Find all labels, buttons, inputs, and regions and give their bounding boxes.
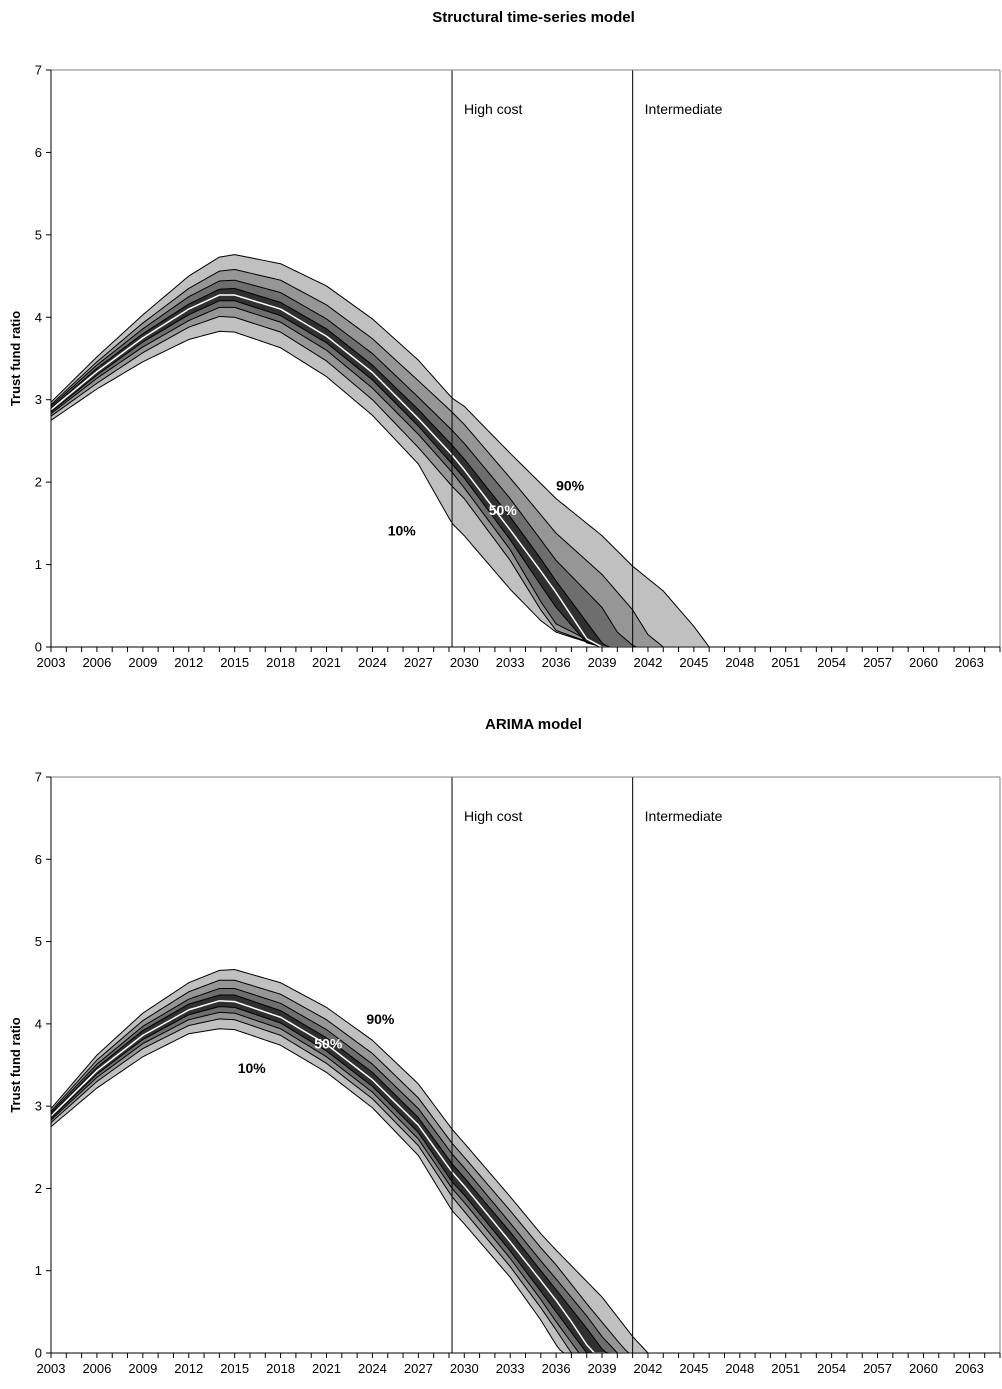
y-axis-title: Trust fund ratio: [8, 1017, 23, 1112]
x-tick-label: 2009: [128, 1361, 157, 1376]
x-tick-label: 2033: [496, 1361, 525, 1376]
x-tick-label: 2063: [955, 655, 984, 670]
fan-band-50%-65%: [51, 995, 1000, 1353]
y-tick-label: 7: [35, 770, 42, 785]
y-tick-label: 1: [35, 1263, 42, 1278]
x-tick-label: 2063: [955, 1361, 984, 1376]
y-axis-title: Trust fund ratio: [8, 311, 23, 406]
x-tick-label: 2039: [588, 1361, 617, 1376]
x-tick-label: 2060: [909, 655, 938, 670]
y-tick-label: 6: [35, 852, 42, 867]
x-tick-label: 2045: [679, 1361, 708, 1376]
band-label-90pct: 90%: [366, 1011, 395, 1027]
y-tick-label: 0: [35, 1346, 42, 1361]
median-line: [50, 1000, 1000, 1354]
x-tick-label: 2042: [633, 1361, 662, 1376]
fan-band-25%-35%: [51, 1006, 1000, 1353]
y-tick-label: 2: [35, 475, 42, 490]
band-label-10pct: 10%: [238, 1060, 267, 1076]
x-tick-label: 2048: [725, 1361, 754, 1376]
x-tick-label: 2006: [82, 1361, 111, 1376]
x-tick-label: 2036: [542, 1361, 571, 1376]
x-tick-label: 2018: [266, 655, 295, 670]
x-tick-label: 2033: [496, 655, 525, 670]
x-tick-label: 2009: [128, 655, 157, 670]
band-label-50pct: 50%: [314, 1036, 343, 1052]
x-tick-label: 2048: [725, 655, 754, 670]
x-tick-label: 2030: [450, 1361, 479, 1376]
x-tick-label: 2027: [404, 655, 433, 670]
chart-panel-arima: ARIMA model Trust fund ratio High cost Inte…: [8, 716, 1001, 1376]
x-tick-label: 2015: [220, 655, 249, 670]
vline-label-intermediate: Intermediate: [645, 101, 723, 117]
x-tick-label: 2054: [817, 1361, 846, 1376]
y-tick-label: 3: [35, 1099, 42, 1114]
x-tick-label: 2030: [450, 655, 479, 670]
x-tick-label: 2054: [817, 655, 846, 670]
chart-panel-structural: Structural time-series model Trust fund r…: [8, 9, 1001, 670]
y-tick-label: 2: [35, 1181, 42, 1196]
vline-label-high-cost: High cost: [464, 808, 522, 824]
band-label-90pct: 90%: [556, 477, 585, 493]
x-tick-label: 2051: [771, 1361, 800, 1376]
x-tick-label: 2024: [358, 655, 387, 670]
y-tick-label: 4: [35, 310, 42, 325]
y-tick-label: 1: [35, 557, 42, 572]
x-tick-label: 2057: [863, 655, 892, 670]
vline-label-high-cost: High cost: [464, 101, 522, 117]
x-tick-label: 2012: [174, 1361, 203, 1376]
x-tick-label: 2015: [220, 1361, 249, 1376]
x-tick-label: 2039: [588, 655, 617, 670]
x-tick-label: 2045: [679, 655, 708, 670]
y-tick-label: 5: [35, 227, 42, 242]
fan-band-5%-15%: [51, 1018, 1000, 1353]
x-tick-label: 2027: [404, 1361, 433, 1376]
chart-title: Structural time-series model: [432, 9, 635, 26]
fan-band-15%-25%: [51, 1012, 1000, 1353]
fan-band-35%-50%: [51, 1000, 1000, 1353]
x-tick-label: 2051: [771, 655, 800, 670]
y-tick-label: 0: [35, 640, 42, 655]
x-tick-label: 2036: [542, 655, 571, 670]
x-tick-label: 2003: [37, 655, 66, 670]
x-tick-label: 2024: [358, 1361, 387, 1376]
fan-bands: [51, 254, 1000, 647]
vline-label-intermediate: Intermediate: [645, 808, 723, 824]
y-tick-label: 4: [35, 1016, 42, 1031]
percentile-line-25pct: [50, 1011, 1000, 1354]
x-tick-label: 2042: [633, 655, 662, 670]
y-tick-label: 6: [35, 145, 42, 160]
x-tick-label: 2057: [863, 1361, 892, 1376]
y-tick-label: 5: [35, 934, 42, 949]
chart-title: ARIMA model: [485, 716, 582, 733]
fan-band-15%-25%: [51, 307, 1000, 647]
band-label-10pct: 10%: [388, 523, 417, 539]
y-tick-label: 3: [35, 392, 42, 407]
y-tick-label: 7: [35, 63, 42, 78]
fan-bands: [51, 969, 1000, 1353]
x-tick-label: 2060: [909, 1361, 938, 1376]
band-label-50pct: 50%: [489, 502, 518, 518]
x-tick-label: 2006: [82, 655, 111, 670]
percentile-line-35pct: [50, 1006, 1000, 1354]
x-tick-label: 2021: [312, 655, 341, 670]
percentile-line-5pct: [50, 1028, 1000, 1354]
x-tick-label: 2012: [174, 655, 203, 670]
x-tick-label: 2018: [266, 1361, 295, 1376]
x-tick-label: 2003: [37, 1361, 66, 1376]
percentile-line-15pct: [50, 1018, 1000, 1354]
x-tick-label: 2021: [312, 1361, 341, 1376]
